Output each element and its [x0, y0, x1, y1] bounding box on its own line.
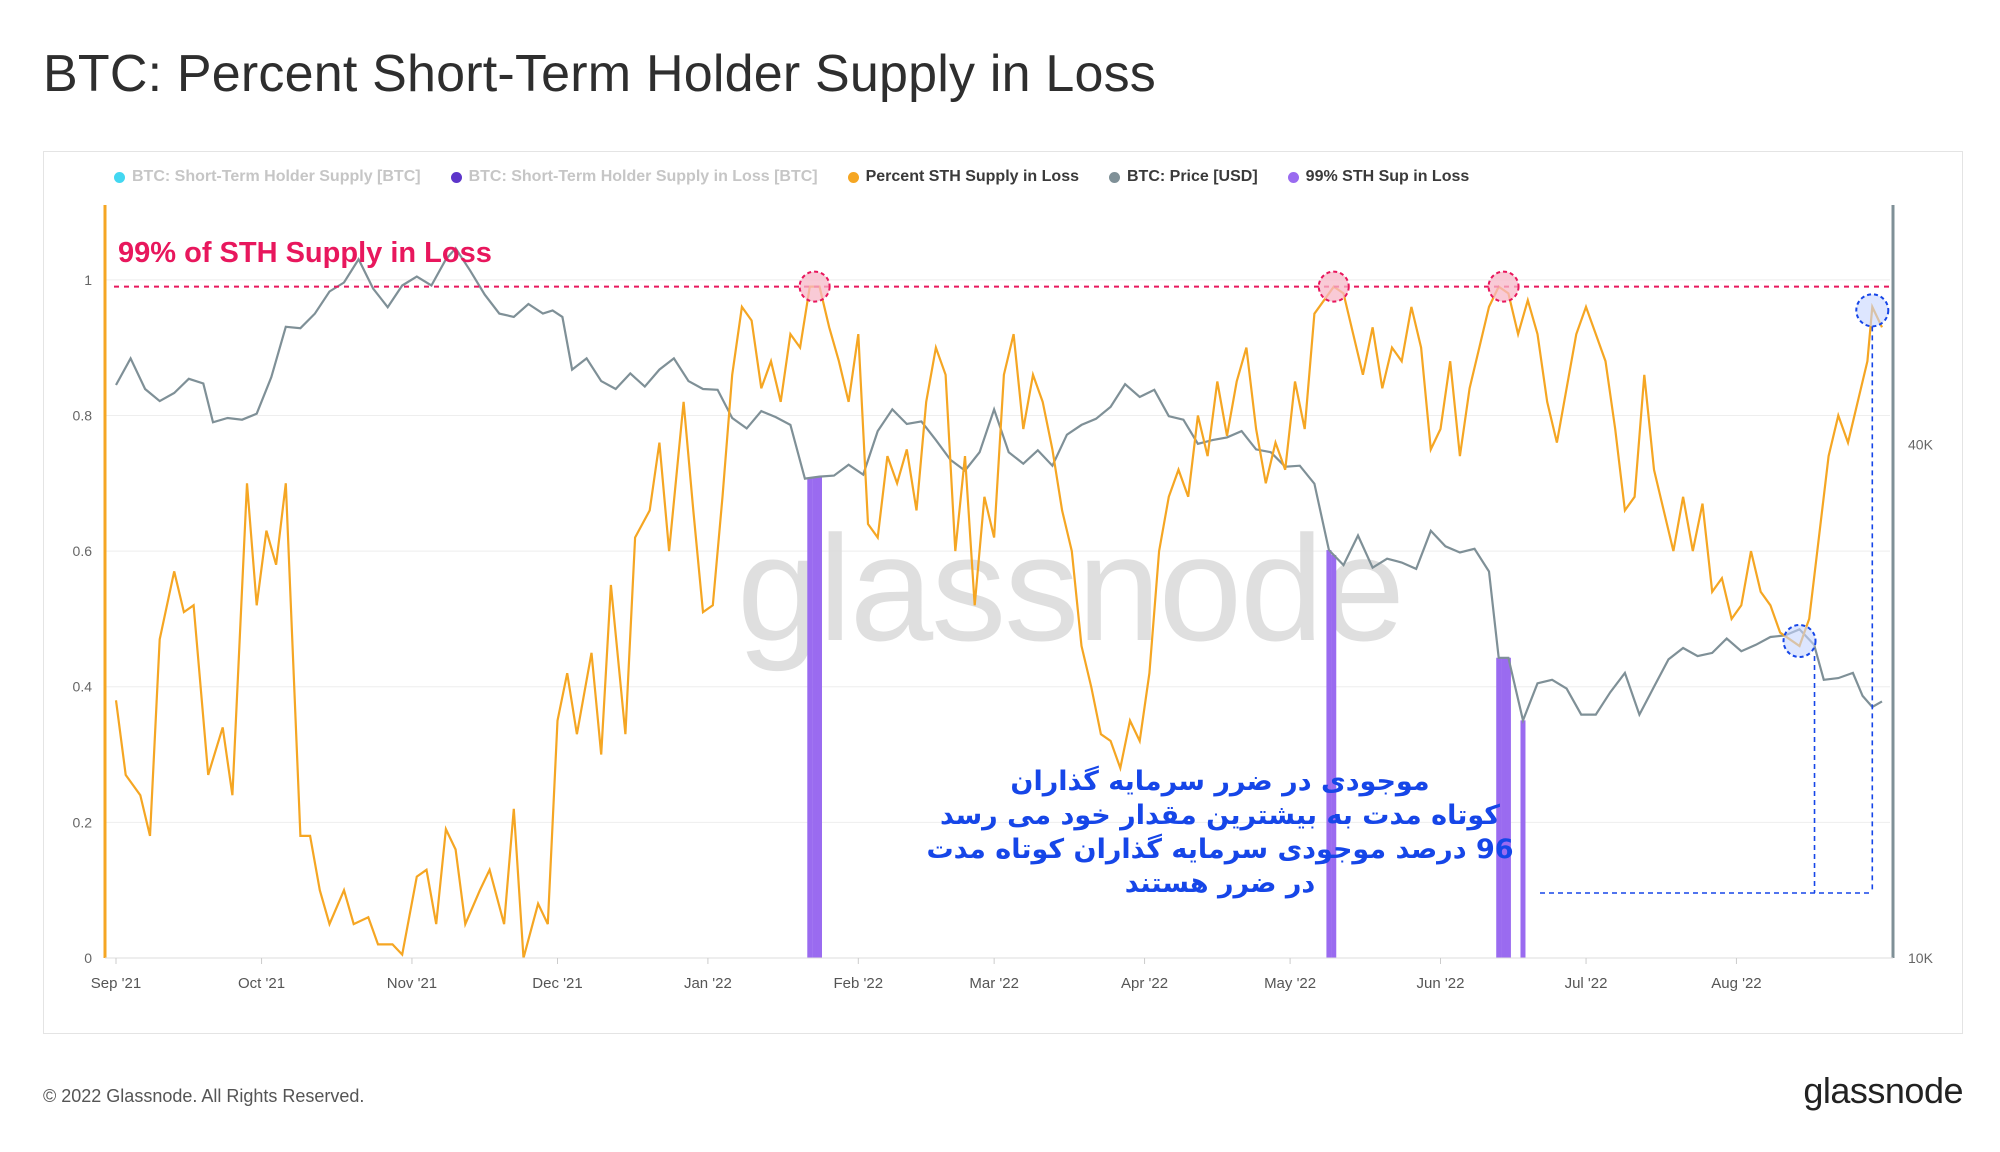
low-highlight-circle	[1782, 624, 1817, 658]
copyright: © 2022 Glassnode. All Rights Reserved.	[43, 1086, 365, 1106]
x-tick-label: Sep '21	[91, 975, 141, 992]
x-tick-label: May '22	[1264, 975, 1316, 992]
y-left-tick-label: 0	[84, 950, 92, 966]
x-tick-label: Oct '21	[238, 975, 285, 992]
bar-99pct	[1501, 657, 1507, 958]
page-title: BTC: Percent Short-Term Holder Supply in…	[43, 45, 1156, 103]
legend-dot-icon	[450, 171, 462, 183]
legend-dot-icon	[847, 171, 859, 183]
annotation-line: موجودی در ضرر سرمایه گذاران	[1010, 766, 1430, 797]
bar-99pct	[1326, 550, 1332, 958]
legend-label: BTC: Short-Term Holder Supply in Loss [B…	[468, 168, 818, 185]
x-tick-label: Mar '22	[969, 975, 1019, 992]
legend-label: BTC: Price [USD]	[1126, 168, 1258, 185]
annotation-line: 96 درصد موجودی سرمایه گذاران کوتاه مدت	[926, 834, 1514, 865]
legend-dot-icon	[1108, 171, 1120, 183]
x-tick-label: Nov '21	[387, 975, 437, 992]
bar-99pct	[807, 477, 813, 958]
legend-label: Percent STH Supply in Loss	[865, 168, 1079, 185]
legend: BTC: Short-Term Holder Supply [BTC] BTC:…	[114, 168, 1469, 186]
legend-label: 99% STH Sup in Loss	[1305, 168, 1470, 185]
y-left-tick-label: 1	[84, 272, 92, 288]
bar-99pct	[812, 477, 818, 958]
annotation-text: موجودی در ضرر سرمایه گذاران کوتاه مدت به…	[900, 765, 1540, 901]
y-right-tick-label: 10K	[1908, 950, 1934, 966]
legend-item-sth-supply[interactable]: BTC: Short-Term Holder Supply [BTC]	[114, 168, 421, 186]
bar-99pct	[1505, 657, 1511, 958]
bar-99pct	[1520, 720, 1526, 958]
reference-label: 99% of STH Supply in Loss	[118, 237, 492, 269]
bar-99pct	[1496, 657, 1502, 958]
highlight-marks	[798, 270, 1890, 894]
legend-dot-icon	[1287, 171, 1299, 183]
y-left-tick-label: 0.8	[73, 407, 93, 423]
bar-99pct	[1331, 554, 1337, 958]
legend-item-percent-sth[interactable]: Percent STH Supply in Loss	[847, 168, 1079, 186]
y-right-tick-label: 40K	[1908, 437, 1934, 453]
x-tick-label: Feb '22	[834, 975, 884, 992]
peak-highlight-circle	[798, 270, 831, 303]
glassnode-logo[interactable]: glassnode	[1803, 1070, 1963, 1111]
peak-highlight-circle	[1487, 270, 1520, 303]
y-left-tick-label: 0.2	[73, 814, 93, 830]
x-tick-label: Apr '22	[1121, 975, 1168, 992]
watermark: glassnode	[737, 504, 1403, 672]
peak-highlight-circle	[1317, 270, 1350, 303]
bar-99pct	[816, 476, 822, 958]
chart-frame	[43, 151, 1963, 1034]
legend-dot-icon	[114, 171, 125, 183]
bars-99pct	[807, 476, 1526, 958]
axes: 0 0.2 0.4 0.6 0.8 1 10K 40K Sep '21 Oct '21 Nov '2…	[73, 205, 1934, 992]
x-tick-label: Jul '22	[1565, 975, 1608, 992]
y-left-tick-label: 0.4	[73, 679, 93, 695]
y-left-tick-label: 0.6	[73, 543, 93, 559]
high-highlight-circle	[1855, 293, 1890, 328]
x-tick-label: Jun '22	[1417, 975, 1465, 992]
x-tick-label: Jan '22	[684, 975, 732, 992]
annotation-line: کوتاه مدت به بیشترین مقدار خود می رسد	[940, 800, 1500, 831]
legend-item-sth-supply-in-loss[interactable]: BTC: Short-Term Holder Supply in Loss [B…	[450, 168, 818, 186]
percent-line	[114, 284, 1883, 959]
legend-item-btc-price[interactable]: BTC: Price [USD]	[1108, 168, 1258, 186]
annotation-line: در ضرر هستند	[1124, 868, 1316, 899]
x-tick-label: Dec '21	[532, 975, 582, 992]
x-tick-label: Aug '22	[1711, 975, 1761, 992]
legend-item-99pct[interactable]: 99% STH Sup in Loss	[1287, 168, 1470, 186]
legend-label: BTC: Short-Term Holder Supply [BTC]	[132, 168, 421, 185]
